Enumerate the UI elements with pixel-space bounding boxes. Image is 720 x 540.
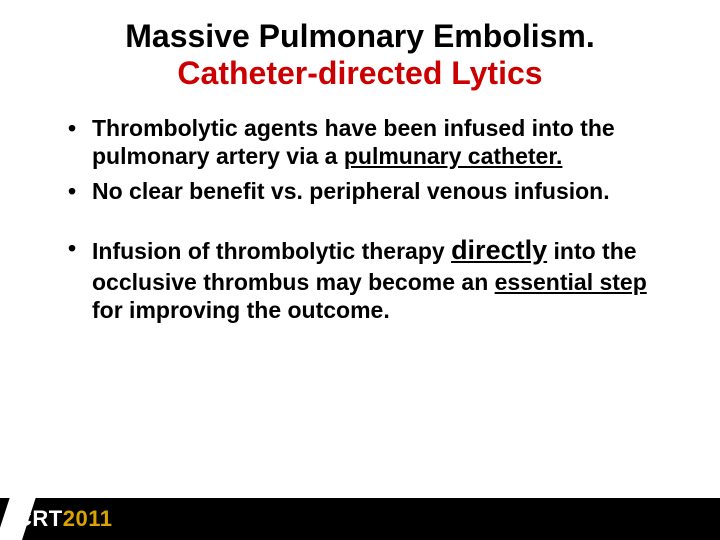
bullet-3-essential: essential step (495, 269, 647, 295)
bullet-2: No clear benefit vs. peripheral venous i… (68, 177, 680, 206)
bullet-1-underlined: pulmunary catheter. (344, 143, 563, 169)
slide-title: Massive Pulmonary Embolism. Catheter-dir… (40, 18, 680, 92)
bullet-list: Thrombolytic agents have been infused in… (40, 114, 680, 326)
bullet-1: Thrombolytic agents have been infused in… (68, 114, 680, 172)
bullet-2-text: No clear benefit vs. peripheral venous i… (92, 178, 610, 204)
title-line2: Catheter-directed Lytics (177, 55, 542, 91)
slide: Massive Pulmonary Embolism. Catheter-dir… (0, 0, 720, 540)
bullet-3-post: for improving the outcome. (92, 297, 390, 323)
footer-bar: CRT2011 (0, 498, 720, 540)
bullet-3-pre: Infusion of thrombolytic therapy (92, 238, 451, 264)
bullet-3-directly: directly (451, 235, 547, 265)
footer-year: 2011 (63, 506, 113, 531)
bullet-3: Infusion of thrombolytic therapy directl… (68, 234, 680, 325)
title-line1: Massive Pulmonary Embolism. (125, 18, 595, 54)
